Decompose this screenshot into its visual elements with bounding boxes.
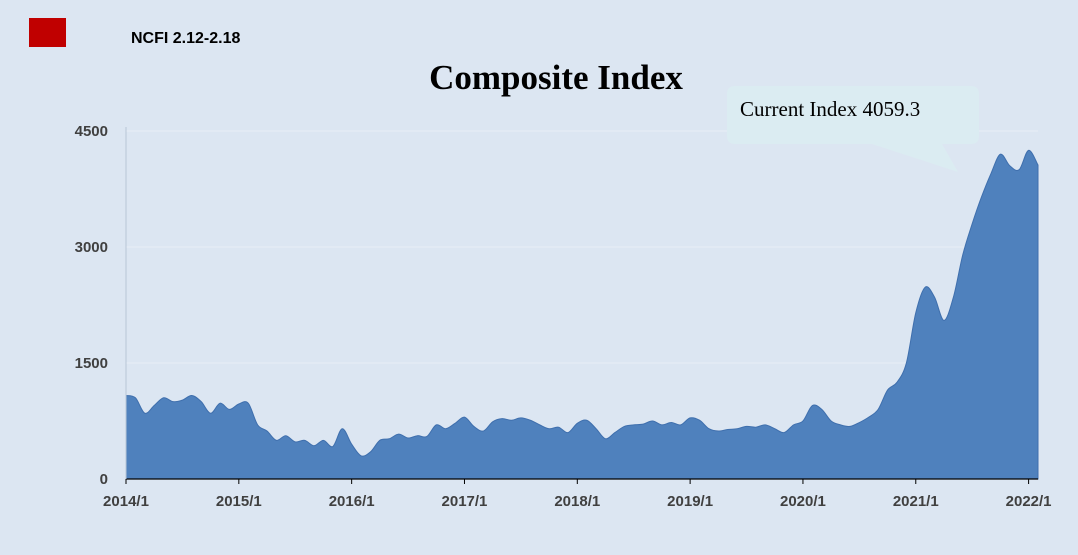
x-tick-label: 2017/1 [442, 493, 488, 510]
y-tick-label: 4500 [75, 123, 108, 140]
callout-bubble [727, 86, 979, 172]
x-tick-label: 2016/1 [329, 493, 375, 510]
x-tick-label: 2022/1 [1006, 493, 1052, 510]
x-tick-label: 2020/1 [780, 493, 826, 510]
x-tick-label: 2019/1 [667, 493, 713, 510]
y-tick-label: 1500 [75, 355, 108, 372]
x-axis-ticks: 2014/1 2015/1 2016/1 2017/1 2018/1 2019/1 2020… [103, 479, 1052, 510]
current-index-callout: Current Index 4059.3 [727, 86, 979, 172]
legend-swatch [29, 18, 66, 47]
callout-text: Current Index 4059.3 [740, 97, 920, 121]
chart-title: Composite Index [429, 58, 683, 97]
series-area-ncfi [125, 149, 1039, 480]
x-tick-label: 2021/1 [893, 493, 939, 510]
series-area-group [125, 149, 1039, 480]
x-tick-label: 2015/1 [216, 493, 262, 510]
y-axis-ticks: 0 1500 3000 4500 [75, 123, 108, 488]
y-tick-label: 0 [100, 471, 108, 488]
y-tick-label: 3000 [75, 239, 108, 256]
x-tick-label: 2014/1 [103, 493, 149, 510]
axes [125, 127, 1038, 480]
grid-lines [126, 130, 1038, 364]
x-tick-label: 2018/1 [554, 493, 600, 510]
legend-label: NCFI 2.12-2.18 [131, 30, 241, 47]
